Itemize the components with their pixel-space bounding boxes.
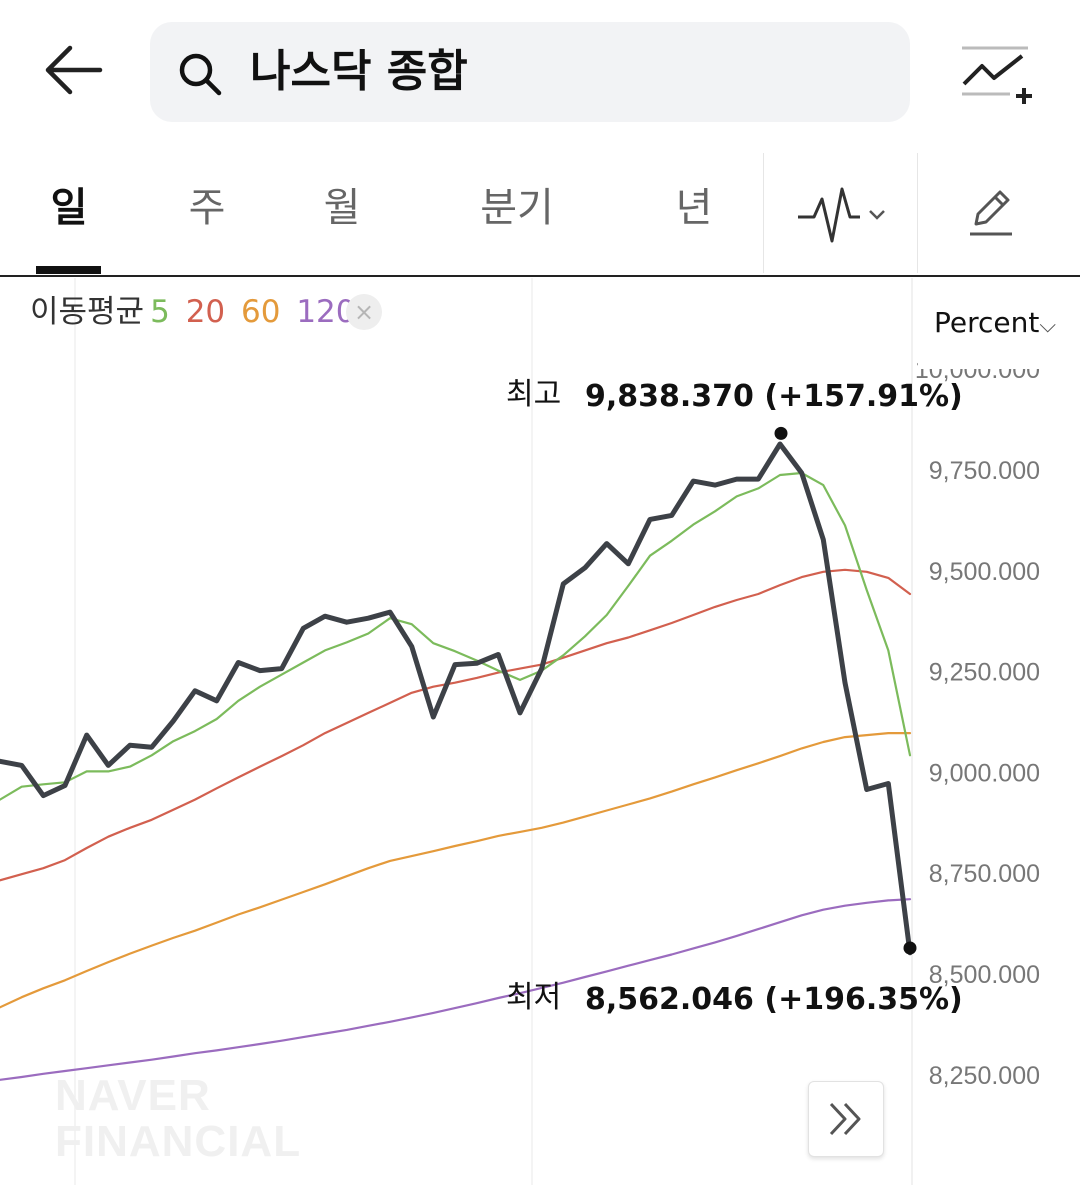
- indicator-wave-icon: [798, 187, 885, 243]
- top-bar: 나스닥 종합: [0, 0, 1080, 150]
- high-marker: [774, 426, 788, 440]
- ma-60-series-line: [0, 731, 912, 1009]
- ma-5-label[interactable]: 5: [150, 294, 170, 330]
- y-tick-label: 9,500.000: [929, 558, 1040, 586]
- ma-legend-label: 이동평균: [30, 294, 145, 330]
- search-bar[interactable]: 나스닥 종합: [150, 22, 910, 122]
- ma-5-series-line: [0, 471, 912, 801]
- add-chart-compare-button[interactable]: [950, 40, 1040, 115]
- moving-average-legend: 이동평균 5 20 60 120: [30, 290, 361, 340]
- axis-mask: [918, 340, 1080, 369]
- scale-toggle-label: Percent: [934, 306, 1040, 339]
- ma-120-label[interactable]: 120: [296, 294, 356, 330]
- period-tabs: 일 주 월 분기 년: [0, 153, 1080, 277]
- indicator-menu-button[interactable]: [790, 181, 900, 251]
- watermark-line2: FINANCIAL: [55, 1117, 302, 1166]
- ma-60-label[interactable]: 60: [241, 294, 281, 330]
- low-marker: [903, 941, 917, 955]
- ma-120-series-line: [0, 898, 912, 1081]
- y-tick-label: 8,750.000: [929, 860, 1040, 888]
- y-tick-label: 9,750.000: [929, 457, 1040, 485]
- y-tick-label: 9,000.000: [929, 759, 1040, 787]
- watermark-logo: NAVER FINANCIAL: [55, 1073, 301, 1165]
- y-tick-label: 9,250.000: [929, 659, 1040, 687]
- search-query: 나스닥 종합: [250, 46, 468, 97]
- back-arrow-icon: [45, 45, 103, 95]
- watermark-line1: NAVER: [55, 1071, 211, 1120]
- back-button[interactable]: [30, 30, 120, 120]
- close-icon: ×: [353, 298, 375, 326]
- draw-tool-button[interactable]: [960, 180, 1020, 240]
- chart-add-icon: [962, 46, 1032, 104]
- price-series-line: [0, 441, 913, 956]
- high-value: 9,838.370 (+157.91%): [585, 379, 963, 414]
- ma-20-label[interactable]: 20: [185, 294, 226, 330]
- tab-quarter[interactable]: 분기: [480, 185, 554, 231]
- low-value: 8,562.046 (+196.35%): [585, 982, 963, 1017]
- tab-day[interactable]: 일: [50, 185, 88, 231]
- low-label: 최저: [506, 980, 561, 1015]
- pencil-icon: [970, 190, 1012, 236]
- y-tick-label: 8,250.000: [929, 1062, 1040, 1090]
- tab-year[interactable]: 년: [675, 185, 713, 231]
- expand-chart-button[interactable]: [808, 1081, 884, 1157]
- ma-close-button[interactable]: ×: [346, 294, 382, 330]
- tab-divider: [917, 153, 918, 273]
- tab-month[interactable]: 월: [323, 185, 361, 231]
- tab-divider: [763, 153, 764, 273]
- scale-toggle[interactable]: Percent⌵: [934, 306, 1056, 339]
- ma-20-series-line: [0, 568, 912, 882]
- tab-week[interactable]: 주: [188, 185, 226, 231]
- y-tick-label: 8,500.000: [929, 961, 1040, 989]
- chevron-down-icon: ⌵: [1039, 313, 1057, 338]
- active-tab-indicator: [36, 266, 101, 274]
- search-icon: [179, 53, 222, 96]
- high-label: 최고: [506, 377, 561, 412]
- double-chevron-right-icon: [829, 1102, 861, 1136]
